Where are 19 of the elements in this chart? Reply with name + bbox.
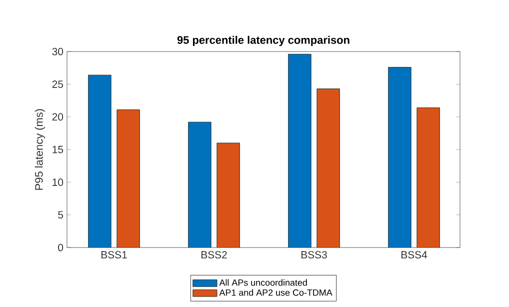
legend-label: AP1 and AP2 use Co-TDMA xyxy=(219,289,332,296)
y-tick-label: 30 xyxy=(52,48,64,56)
y-tick-label: 5 xyxy=(58,211,64,219)
y-tick-label: 0 xyxy=(58,244,64,252)
x-tick-label: BSS2 xyxy=(201,251,227,258)
y-tick-label: 10 xyxy=(52,178,64,186)
x-tick-label: BSS3 xyxy=(301,251,327,258)
bar xyxy=(388,66,412,248)
bar xyxy=(88,74,112,248)
x-tick-label: BSS4 xyxy=(401,251,428,258)
chart-title: 95 percentile latency comparison xyxy=(177,36,350,46)
y-axis-title: P95 latency (ms) xyxy=(34,109,45,190)
y-tick-label: 15 xyxy=(52,146,64,154)
bar xyxy=(288,54,312,248)
bar xyxy=(188,122,212,248)
legend-label: All APs uncoordinated xyxy=(219,279,307,286)
y-tick-label: 25 xyxy=(52,80,64,88)
x-tick-label: BSS1 xyxy=(101,251,127,258)
y-tick-label: 20 xyxy=(52,113,64,121)
